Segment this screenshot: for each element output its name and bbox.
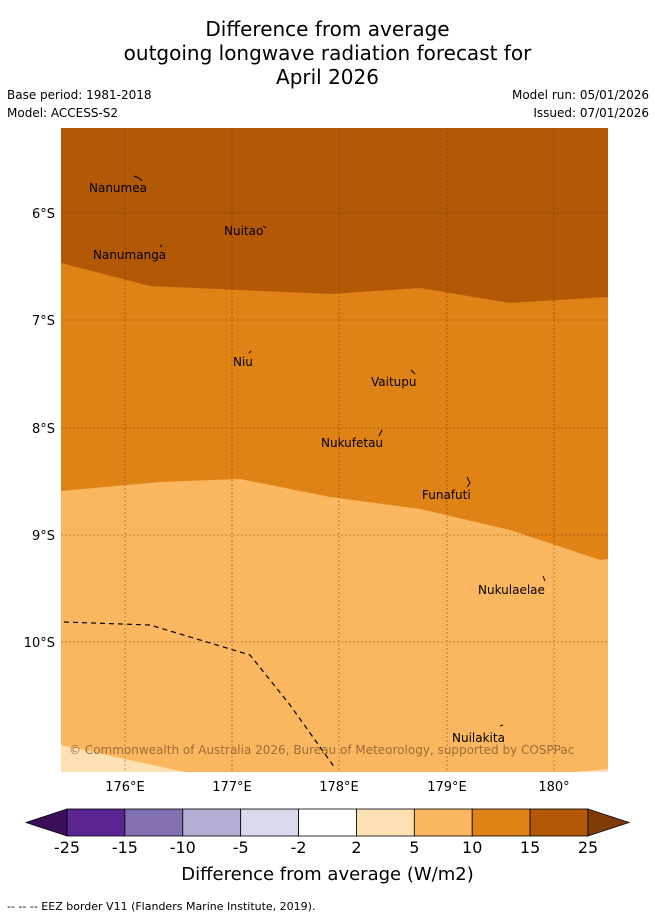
- colorbar-swatch: [66, 808, 126, 837]
- colorbar-tick-label: 2: [351, 838, 361, 857]
- colorbar-swatch: [356, 808, 415, 837]
- colorbar-swatch: [124, 808, 184, 837]
- lat-label: 10°S: [24, 636, 55, 651]
- anomaly-band-2-5-sw: [61, 745, 185, 772]
- colorbar-extend-high: [587, 808, 631, 837]
- lat-label: 9°S: [32, 529, 55, 544]
- place-label-nukufetau: Nukufetau: [321, 436, 383, 450]
- model-run: Model run: 05/01/2026: [511, 88, 649, 102]
- place-label-nanumanga: Nanumanga: [93, 248, 166, 262]
- lat-label: 8°S: [32, 422, 55, 437]
- title-line-2: outgoing longwave radiation forecast for: [123, 41, 532, 65]
- colorbar-label: Difference from average (W/m2): [181, 864, 474, 885]
- island-outlines: [133, 175, 546, 727]
- colorbar-swatch: [529, 808, 589, 837]
- lon-label: 180°: [538, 780, 569, 795]
- colorbar-tick-label: 15: [520, 838, 540, 857]
- place-label-nanumea: Nanumea: [89, 181, 147, 195]
- eez-border-line: [63, 621, 336, 769]
- colorbar: -25 -15 -10 -5 -2 2 5 10 15 25: [24, 808, 631, 857]
- lon-label: 176°E: [105, 780, 145, 795]
- anomaly-band-5-10: [61, 479, 608, 772]
- lon-label: 177°E: [212, 780, 252, 795]
- place-label-nukulaelae: Nukulaelae: [478, 583, 545, 597]
- colorbar-tick-label: -5: [233, 838, 249, 857]
- lon-label: 179°E: [427, 780, 467, 795]
- place-label-nuitao: Nuitao: [224, 224, 263, 238]
- colorbar-tick-label: 25: [578, 838, 598, 857]
- graticule: [61, 128, 608, 772]
- issued-date: Issued: 07/01/2026: [533, 106, 649, 120]
- longitude-axis: 176°E 177°E 178°E 179°E 180°: [105, 780, 569, 795]
- eez-legend-note: -- -- -- EEZ border V11 (Flanders Marine…: [7, 900, 316, 913]
- colorbar-extend-low: [24, 808, 68, 837]
- place-label-nuilakita: Nuilakita: [452, 731, 505, 745]
- colorbar-tick-label: -10: [170, 838, 196, 857]
- place-label-vaitupu: Vaitupu: [371, 375, 417, 389]
- colorbar-swatch: [240, 808, 299, 837]
- place-label-niu: Niu: [233, 355, 253, 369]
- colorbar-tick-label: 10: [462, 838, 482, 857]
- place-labels: Nanumea Nuitao Nanumanga Niu Vaitupu Nuk…: [89, 181, 545, 745]
- colorbar-swatch: [471, 808, 531, 837]
- title-line-3: April 2026: [276, 65, 379, 89]
- colorbar-swatch: [298, 808, 357, 837]
- colorbar-swatch: [413, 808, 473, 837]
- map-panel: Nanumea Nuitao Nanumanga Niu Vaitupu Nuk…: [61, 128, 608, 772]
- model-name: Model: ACCESS-S2: [7, 106, 119, 120]
- colorbar-tick-label: -2: [291, 838, 307, 857]
- latitude-axis: 6°S 7°S 8°S 9°S 10°S: [24, 207, 55, 651]
- colorbar-tick-label: 5: [409, 838, 419, 857]
- title-line-1: Difference from average: [205, 17, 450, 41]
- place-label-funafuti: Funafuti: [422, 488, 471, 502]
- colorbar-tick-label: -15: [112, 838, 138, 857]
- anomaly-band-2-5-se: [575, 769, 608, 772]
- base-period: Base period: 1981-2018: [7, 88, 152, 102]
- lat-label: 6°S: [32, 207, 55, 222]
- lat-label: 7°S: [32, 314, 55, 329]
- lon-label: 178°E: [319, 780, 359, 795]
- colorbar-tick-label: -25: [54, 838, 80, 857]
- copyright-watermark: © Commonwealth of Australia 2026, Bureau…: [69, 743, 574, 757]
- colorbar-swatch: [182, 808, 242, 837]
